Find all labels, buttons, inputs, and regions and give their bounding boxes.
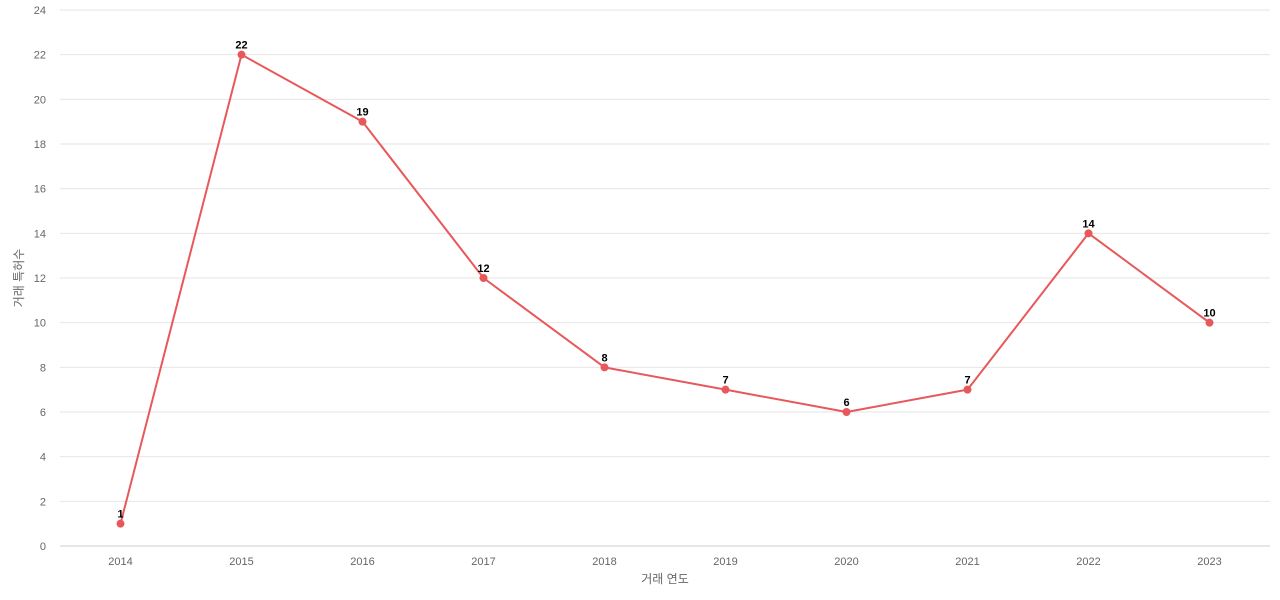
data-label: 1 — [117, 509, 123, 521]
y-tick-label: 4 — [40, 452, 46, 464]
x-axis-ticks: 2014 2015 2016 2017 2018 2019 2020 2021 2022 2023 — [108, 556, 1221, 568]
data-label: 14 — [1082, 218, 1095, 230]
data-point — [116, 519, 125, 528]
x-tick-label: 2016 — [350, 556, 374, 568]
data-label: 6 — [843, 397, 849, 409]
data-label: 10 — [1203, 308, 1215, 320]
data-point — [963, 385, 972, 394]
y-tick-label: 6 — [40, 407, 46, 419]
x-tick-label: 2017 — [471, 556, 495, 568]
y-tick-label: 8 — [40, 362, 46, 374]
y-tick-label: 14 — [34, 228, 46, 240]
data-point — [1084, 229, 1093, 238]
y-tick-label: 12 — [34, 273, 46, 285]
y-tick-label: 20 — [34, 94, 46, 106]
x-tick-label: 2015 — [229, 556, 253, 568]
y-tick-label: 16 — [34, 184, 46, 196]
x-tick-label: 2018 — [592, 556, 616, 568]
y-tick-label: 10 — [34, 318, 46, 330]
y-tick-label: 22 — [34, 50, 46, 62]
data-label: 19 — [356, 107, 368, 119]
data-point — [721, 385, 730, 394]
data-point — [358, 117, 367, 126]
data-label: 7 — [722, 375, 728, 387]
y-tick-label: 0 — [40, 541, 46, 553]
x-axis-title: 거래 연도 — [641, 572, 689, 586]
series-line — [119, 53, 1211, 525]
x-tick-label: 2014 — [108, 556, 132, 568]
data-point — [842, 408, 851, 416]
x-tick-label: 2022 — [1076, 556, 1100, 568]
data-point — [1205, 318, 1214, 327]
data-label: 12 — [477, 263, 489, 275]
y-axis-title: 거래 특허수 — [12, 249, 26, 308]
series-line — [119, 53, 1211, 525]
data-point — [237, 50, 246, 59]
y-tick-label: 24 — [34, 5, 46, 17]
data-labels: 1 22 19 12 8 7 6 7 14 10 — [117, 40, 1215, 521]
x-tick-label: 2020 — [834, 556, 858, 568]
data-label: 7 — [964, 375, 970, 387]
data-points — [116, 50, 1214, 528]
data-point — [479, 274, 488, 282]
y-tick-label: 2 — [40, 496, 46, 508]
data-label: 22 — [235, 40, 247, 52]
x-tick-label: 2021 — [955, 556, 979, 568]
x-tick-label: 2023 — [1197, 556, 1221, 568]
y-tick-label: 18 — [34, 139, 46, 151]
data-point — [600, 363, 609, 372]
x-tick-label: 2019 — [713, 556, 737, 568]
gridlines — [60, 9, 1270, 547]
data-label: 8 — [601, 352, 607, 364]
